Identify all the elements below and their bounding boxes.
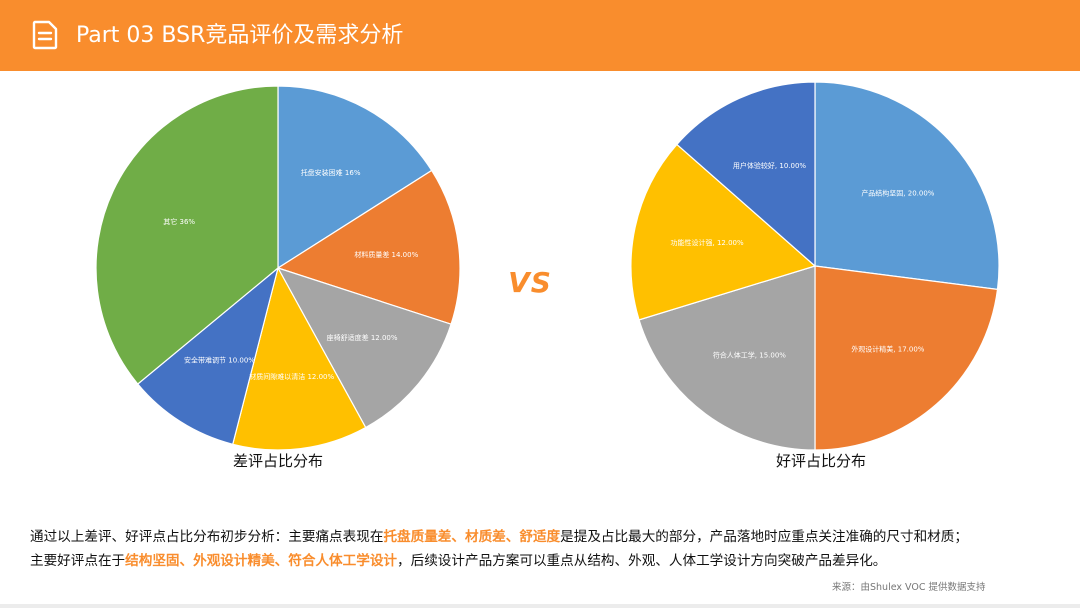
negative-pie-label-5: 安全带难调节 10.00% [184, 356, 255, 365]
summary-line-1-text-end: 是提及占比最大的部分，产品落地时应重点关注准确的尺寸和材质； [560, 529, 968, 545]
negative-pie-slice-6 [95, 85, 279, 385]
positive-review-pie-chart: 产品结构坚固, 20.00% 外观设计精美, 17.00% 符合人体工学, 15.0… [616, 78, 1016, 478]
summary-line-1-text: 通过以上差评、好评点占比分布初步分析：主要痛点表现在 [30, 529, 384, 545]
positive-pie-slice-3 [638, 265, 816, 451]
negative-pie-slice-5 [136, 266, 280, 446]
summary-line-2-text: 主要好评点在于 [30, 553, 126, 569]
positive-pie-label-5: 用户体验较好, 10.00% [733, 161, 806, 170]
positive-pie-label-4: 功能性设计强, 12.00% [671, 238, 744, 247]
summary-line-2-text-end: ，后续设计产品方案可以重点从结构、外观、人体工学设计方向突破产品差异化。 [397, 553, 887, 569]
summary-line-1-highlight: 托盘质量差、材质差、舒适度 [383, 529, 561, 545]
negative-pie-slice-2 [276, 169, 461, 325]
positive-pie-label-1: 产品结构坚固, 20.00% [861, 189, 934, 198]
summary-line-2: 主要好评点在于结构坚固、外观设计精美、符合人体工学设计，后续设计产品方案可以重点… [30, 549, 1060, 573]
negative-review-chart-title: 差评占比分布 [232, 452, 323, 470]
document-icon [32, 20, 58, 50]
vs-label: VS [508, 266, 552, 299]
negative-pie-label-1: 托盘安装困难 16% [301, 168, 361, 177]
positive-pie-slice-2 [814, 265, 999, 451]
page-title: Part 03 BSR竞品评价及需求分析 [76, 23, 404, 48]
header-bar: Part 03 BSR竞品评价及需求分析 [0, 0, 1080, 71]
data-source-note: 来源：由Shulex VOC 提供数据支持 [832, 582, 986, 593]
positive-pie-label-2: 外观设计精美, 17.00% [851, 344, 924, 353]
negative-pie-slice-3 [276, 266, 452, 429]
negative-review-pie-chart: 托盘安装困难 16% 材料质量差 14.00% 座椅舒适度差 12.00% 材质间隙难… [80, 78, 480, 478]
negative-pie-label-4: 材质间隙难以清洁 12.00% [249, 372, 334, 381]
negative-pie-slice-1 [277, 85, 433, 270]
negative-pie-label-3: 座椅舒适度差 12.00% [327, 333, 398, 342]
positive-review-pie-svg: 产品结构坚固, 20.00% 外观设计精美, 17.00% 符合人体工学, 15.0… [630, 81, 1000, 451]
positive-review-chart-title: 好评占比分布 [775, 452, 866, 470]
positive-pie-slice-5 [676, 81, 816, 268]
negative-pie-slice-4 [232, 266, 367, 451]
summary-line-2-highlight: 结构坚固、外观设计精美、符合人体工学设计 [125, 553, 398, 569]
negative-review-pie-svg: 托盘安装困难 16% 材料质量差 14.00% 座椅舒适度差 12.00% 材质间隙难… [95, 85, 461, 451]
analysis-summary: 通过以上差评、好评点占比分布初步分析：主要痛点表现在托盘质量差、材质差、舒适度是… [30, 525, 1060, 573]
positive-pie-label-3: 符合人体工学, 15.00% [713, 350, 786, 359]
negative-pie-label-2: 材料质量差 14.00% [354, 250, 418, 259]
positive-pie-slice-1 [814, 81, 1000, 291]
negative-pie-label-6: 其它 36% [163, 217, 195, 226]
footer-divider [0, 604, 1080, 608]
positive-pie-slice-4 [630, 143, 817, 321]
summary-line-1: 通过以上差评、好评点占比分布初步分析：主要痛点表现在托盘质量差、材质差、舒适度是… [30, 525, 1060, 549]
